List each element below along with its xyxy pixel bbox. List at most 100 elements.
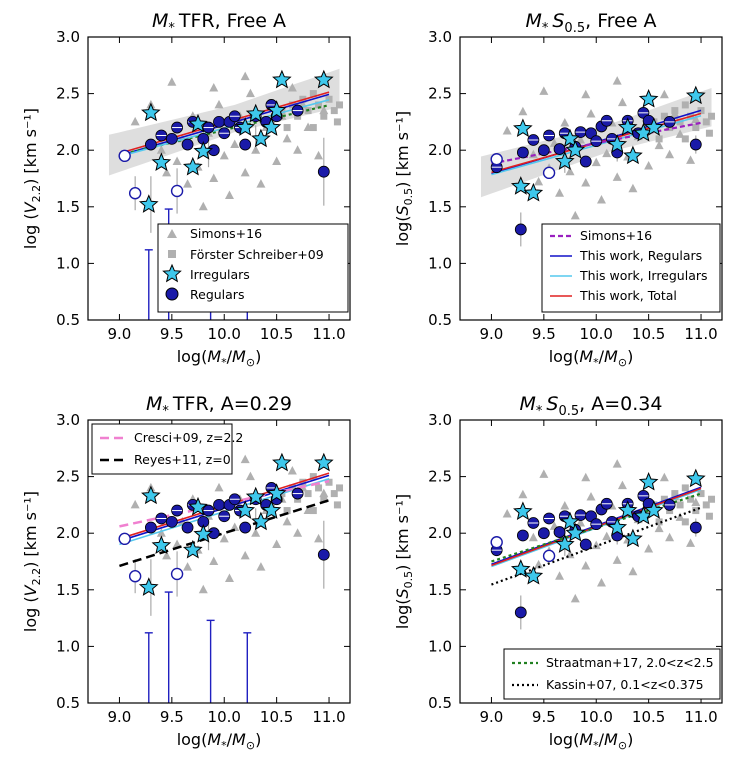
title-math: M	[152, 10, 168, 32]
simons-triangle	[240, 550, 250, 560]
simons-triangle	[156, 145, 166, 154]
x-tick-label: 10.5	[260, 325, 293, 343]
forster-square	[681, 135, 689, 143]
irregular-star	[554, 151, 575, 170]
irregular-star	[141, 485, 161, 505]
xlabel-m: M	[579, 347, 593, 366]
simons-triangle	[570, 593, 580, 603]
ylabel-var: V	[21, 584, 40, 596]
chart-title: M* TFR, Free A	[152, 10, 286, 36]
ylabel-unit: ) [km s⁻¹]	[393, 494, 412, 571]
xlabel-m: M	[579, 730, 593, 749]
x-axis-label: log(M*/M⊙)	[549, 730, 634, 752]
xlabel-sun: ⊙	[618, 739, 627, 752]
simons-triangle	[665, 532, 675, 542]
simons-triangle	[576, 518, 586, 527]
title-rest: , A=0.34	[579, 393, 662, 415]
ylabel-var: S	[393, 205, 412, 215]
x-tick-label: 10.5	[260, 708, 293, 726]
forster-square	[705, 512, 713, 520]
forster-square	[681, 484, 689, 492]
y-tick-label: 3.0	[428, 28, 452, 46]
legend-label: Irregulars	[190, 267, 250, 282]
simons-triangle	[287, 82, 297, 92]
axes-frame	[459, 36, 723, 321]
y-tick-label: 2.5	[428, 85, 452, 103]
forster-square	[336, 484, 344, 492]
irregular-star	[261, 500, 282, 519]
x-tick-label: 11.0	[684, 325, 717, 343]
simons-triangle	[644, 544, 654, 553]
y-tick-label: 1.5	[56, 581, 80, 599]
irregular-star	[251, 511, 271, 531]
y-tick-label: 2.0	[56, 524, 80, 542]
x-tick-label: 10.5	[632, 325, 665, 343]
y-tick-label: 0.5	[428, 311, 452, 329]
xlabel-slash: /	[227, 347, 233, 366]
x-tick-label: 10.0	[208, 325, 241, 343]
legend-label: Förster Schreiber+09	[190, 247, 324, 262]
xlabel-close: )	[627, 347, 633, 366]
legend: Cresci+09, z=2.2 Reyes+11, z=0	[91, 423, 243, 475]
axes-frame	[87, 36, 351, 321]
simons-triangle	[612, 459, 622, 468]
xlabel-sun: ⊙	[246, 356, 255, 369]
legend-square	[168, 250, 176, 258]
forster-square	[671, 490, 679, 498]
irregular-star	[510, 176, 531, 195]
simons-triangle	[581, 89, 591, 99]
simons-triangle	[686, 155, 696, 164]
simons-triangle	[534, 559, 544, 569]
simons-triangle	[628, 183, 638, 193]
xlabel-star: *	[593, 356, 599, 369]
xlabel-m: M	[207, 347, 221, 366]
x-axis-label: log(M*/M⊙)	[177, 347, 262, 369]
irregular-star	[607, 517, 628, 536]
y-tick-label: 2.0	[56, 141, 80, 159]
legend-star	[162, 263, 182, 283]
title-sub: *	[162, 404, 169, 419]
x-tick-label: 10.0	[580, 325, 613, 343]
plot-area	[118, 452, 344, 703]
simons-triangle	[230, 522, 240, 532]
simons-triangle	[518, 489, 528, 499]
simons-triangle	[156, 528, 166, 537]
forster-square	[655, 518, 663, 526]
irregular-star	[638, 471, 659, 491]
x-tick-label: 9.0	[108, 325, 132, 343]
forster-square	[655, 135, 663, 143]
simons-triangle	[130, 116, 140, 126]
xlabel-log: log(	[549, 730, 580, 749]
forster-square	[315, 484, 323, 492]
forster-square	[681, 518, 689, 526]
forster-square	[309, 473, 317, 481]
open-regular-point	[490, 536, 503, 549]
x-tick-label: 11.0	[312, 708, 345, 726]
regular-point	[213, 498, 225, 511]
forster-square	[315, 101, 323, 109]
regular-point	[514, 606, 527, 619]
forster-square	[705, 129, 713, 137]
open-regular-point	[118, 149, 131, 163]
legend: Simons+16 Förster Schreiber+09 Irregulars R…	[157, 223, 349, 313]
simons-triangle	[240, 167, 250, 177]
y-tick-label: 2.5	[428, 468, 452, 486]
xlabel-m2: M	[604, 730, 618, 749]
irregular-star	[245, 103, 266, 123]
simons-triangle	[287, 465, 297, 475]
chart-title: M* S0.5, Free A	[525, 10, 656, 36]
forster-square	[330, 490, 338, 498]
simons-triangle	[644, 161, 654, 170]
y-tick-label: 1.5	[428, 581, 452, 599]
legend-triangle	[167, 229, 177, 238]
x-tick-label: 9.5	[160, 325, 184, 343]
simons-triangle	[518, 106, 528, 116]
simons-triangle	[245, 471, 255, 481]
irregular-star	[638, 88, 659, 108]
irregular-star	[513, 501, 533, 521]
simons-triangle	[209, 556, 219, 565]
forster-square	[304, 490, 312, 498]
kassin-fit	[491, 506, 702, 586]
simons-triangle	[183, 562, 193, 571]
irregular-star	[138, 194, 159, 213]
